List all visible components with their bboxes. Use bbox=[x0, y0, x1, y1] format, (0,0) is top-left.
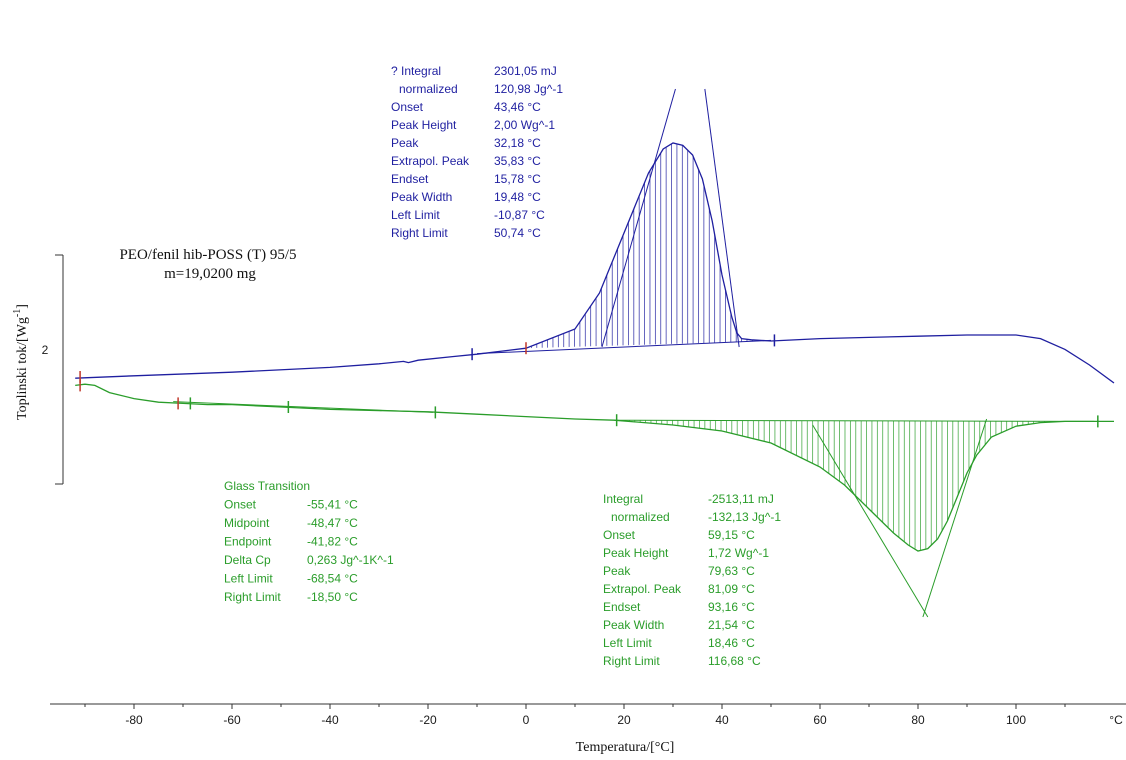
chart-title: PEO/fenil hib-POSS (T) 95/5 bbox=[119, 247, 296, 263]
annotation-label: Onset bbox=[224, 498, 257, 512]
annotation-label: Onset bbox=[603, 528, 636, 542]
x-tick-label: 0 bbox=[523, 713, 530, 727]
tangent-line bbox=[476, 339, 772, 355]
annotation-value: 116,68 °C bbox=[708, 654, 761, 668]
x-tick-label: 20 bbox=[617, 713, 631, 727]
annotation-label: Peak bbox=[391, 136, 419, 150]
annotation-label: Endset bbox=[391, 172, 429, 186]
annotation-label: Right Limit bbox=[391, 226, 448, 240]
melting-peak-annotation: Integral -2513,11 mJ normalized -132,13 Jg^… bbox=[603, 492, 781, 668]
annotation-label: Right Limit bbox=[224, 590, 281, 604]
annotation-value: -68,54 °C bbox=[307, 572, 358, 586]
annotation-value: 120,98 Jg^-1 bbox=[494, 82, 563, 96]
annotation-label: Left Limit bbox=[391, 208, 440, 222]
annotation-label: Right Limit bbox=[603, 654, 660, 668]
annotation-label: Left Limit bbox=[603, 636, 652, 650]
annotation-value: -41,82 °C bbox=[307, 535, 358, 549]
x-tick-label: 40 bbox=[715, 713, 729, 727]
tangent-line bbox=[601, 88, 676, 348]
annotation-value: 2,00 Wg^-1 bbox=[494, 118, 555, 132]
annotation-value: -55,41 °C bbox=[307, 498, 358, 512]
annotation-label: ? Integral bbox=[391, 64, 441, 78]
annotation-label: Delta Cp bbox=[224, 553, 271, 567]
annotation-value: 0,263 Jg^-1K^-1 bbox=[307, 553, 394, 567]
annotation-value: 50,74 °C bbox=[494, 226, 541, 240]
annotation-value: -48,47 °C bbox=[307, 516, 358, 530]
annotation-title: Glass Transition bbox=[224, 479, 310, 493]
annotation-label: Midpoint bbox=[224, 516, 270, 530]
x-tick-label: -40 bbox=[321, 713, 339, 727]
annotation-value: 1,72 Wg^-1 bbox=[708, 546, 769, 560]
annotation-label: Endpoint bbox=[224, 535, 272, 549]
y-axis-label: Toplinski tok/[Wg-1] bbox=[12, 304, 30, 420]
annotation-label: Extrapol. Peak bbox=[391, 154, 470, 168]
annotation-value: -18,50 °C bbox=[307, 590, 358, 604]
annotation-label: Endset bbox=[603, 600, 641, 614]
annotation-label: Peak Width bbox=[603, 618, 664, 632]
annotation-value: 18,46 °C bbox=[708, 636, 755, 650]
y-scale-label: 2 bbox=[42, 343, 49, 357]
annotation-value: 2301,05 mJ bbox=[494, 64, 557, 78]
annotation-label: Integral bbox=[603, 492, 643, 506]
annotation-value: -132,13 Jg^-1 bbox=[708, 510, 781, 524]
annotation-value: 43,46 °C bbox=[494, 100, 541, 114]
annotation-label: Onset bbox=[391, 100, 424, 114]
annotation-value: 21,54 °C bbox=[708, 618, 755, 632]
annotation-label: Peak Height bbox=[391, 118, 457, 132]
annotation-label: Extrapol. Peak bbox=[603, 582, 682, 596]
annotation-value: -2513,11 mJ bbox=[708, 492, 774, 506]
x-unit-label: °C bbox=[1109, 713, 1123, 727]
annotation-value: 19,48 °C bbox=[494, 190, 541, 204]
peak-hatch-areas bbox=[530, 143, 1094, 551]
tangent-line bbox=[173, 401, 433, 413]
annotation-label: Peak Width bbox=[391, 190, 452, 204]
annotation-label: Peak bbox=[603, 564, 631, 578]
x-axis-ticks: -80 -60 -40 -20 0 20 40 60 80 100 bbox=[84, 704, 1066, 727]
tangent-line bbox=[704, 88, 740, 348]
x-tick-label: 60 bbox=[813, 713, 827, 727]
x-axis-label: Temperatura/[°C] bbox=[576, 740, 675, 755]
cooling-curve bbox=[75, 142, 1115, 384]
annotation-label: normalized bbox=[611, 510, 670, 524]
tangent-line bbox=[922, 418, 988, 618]
annotation-value: 32,18 °C bbox=[494, 136, 541, 150]
x-tick-label: -80 bbox=[125, 713, 143, 727]
annotation-value: 93,16 °C bbox=[708, 600, 755, 614]
x-tick-label: 80 bbox=[911, 713, 925, 727]
annotation-value: 35,83 °C bbox=[494, 154, 541, 168]
tangent-line bbox=[812, 424, 929, 618]
tangent-lines bbox=[79, 88, 1099, 618]
glass-transition-annotation: Glass Transition Onset -55,41 °C Midpoint -4… bbox=[224, 479, 394, 604]
cooling-peak-annotation: ? Integral 2301,05 mJ normalized 120,98 Jg^… bbox=[391, 64, 563, 240]
annotation-label: Left Limit bbox=[224, 572, 273, 586]
x-tick-label: 100 bbox=[1006, 713, 1026, 727]
x-tick-label: -20 bbox=[419, 713, 437, 727]
annotation-value: -10,87 °C bbox=[494, 208, 545, 222]
chart-subtitle: m=19,0200 mg bbox=[164, 266, 256, 282]
x-tick-label: -60 bbox=[223, 713, 241, 727]
annotation-label: normalized bbox=[399, 82, 458, 96]
annotation-value: 81,09 °C bbox=[708, 582, 755, 596]
tangent-line bbox=[614, 419, 1095, 422]
annotation-value: 59,15 °C bbox=[708, 528, 755, 542]
annotation-value: 15,78 °C bbox=[494, 172, 541, 186]
annotation-label: Peak Height bbox=[603, 546, 669, 560]
annotation-value: 79,63 °C bbox=[708, 564, 755, 578]
